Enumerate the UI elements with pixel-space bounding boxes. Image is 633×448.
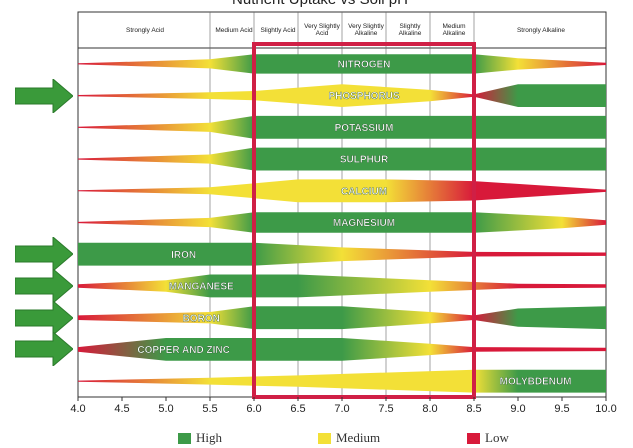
x-tick-label: 7.0 bbox=[334, 403, 350, 415]
arrow-icon bbox=[15, 78, 73, 113]
nutrient-label: BORON bbox=[183, 313, 220, 324]
ph-category-header: Strongly Acid Medium Acid Slightly Acid … bbox=[0, 0, 633, 48]
x-tick-label: 4.0 bbox=[70, 403, 86, 415]
x-tick-label: 5.0 bbox=[158, 403, 174, 415]
header-medium-acid: Medium Acid bbox=[215, 26, 253, 34]
header-slightly-acid: Slightly Acid bbox=[260, 26, 296, 34]
x-tick-label: 6.0 bbox=[246, 403, 262, 415]
nutrient-label: MAGNESIUM bbox=[333, 218, 395, 229]
legend-medium-label: Medium bbox=[336, 430, 381, 445]
x-tick-label: 9.5 bbox=[554, 403, 570, 415]
legend-low: Low bbox=[467, 430, 509, 446]
nutrient-label: PHOSPHORUS bbox=[328, 91, 399, 102]
nutrient-label: MANGANESE bbox=[169, 282, 234, 293]
nutrient-label: CALCIUM bbox=[341, 186, 387, 197]
nutrient-band bbox=[78, 306, 606, 330]
header-slightly-alkaline: Slightly Alkaline bbox=[398, 23, 422, 37]
x-tick-label: 4.5 bbox=[114, 403, 130, 415]
nutrient-label: NITROGEN bbox=[338, 59, 391, 70]
legend: High Medium Low bbox=[0, 428, 633, 448]
nutrient-label: IRON bbox=[171, 250, 196, 261]
header-medium-alkaline: Medium Alkaline bbox=[442, 23, 466, 37]
legend-high: High bbox=[178, 430, 222, 446]
legend-high-swatch bbox=[178, 432, 191, 444]
header-strongly-acid: Strongly Acid bbox=[126, 26, 164, 34]
nutrient-label: SULPHUR bbox=[340, 155, 389, 166]
nutrient-band bbox=[78, 84, 606, 107]
legend-low-label: Low bbox=[485, 430, 509, 445]
x-tick-label: 8.0 bbox=[422, 403, 438, 415]
arrow-icon bbox=[15, 268, 73, 303]
nutrient-label: POTASSIUM bbox=[335, 123, 394, 134]
x-tick-label: 10.0 bbox=[595, 403, 617, 415]
optimal-range-frame bbox=[252, 42, 476, 399]
arrow-icon bbox=[15, 237, 73, 272]
arrow-icon bbox=[15, 300, 73, 335]
x-tick-label: 7.5 bbox=[378, 403, 394, 415]
nutrient-band bbox=[78, 274, 606, 298]
x-tick-label: 9.0 bbox=[510, 403, 526, 415]
legend-low-swatch bbox=[467, 432, 480, 444]
x-tick-label: 6.5 bbox=[290, 403, 306, 415]
nutrient-label: MOLYBDENUM bbox=[500, 377, 572, 388]
legend-medium-swatch bbox=[318, 432, 331, 444]
nutrient-band bbox=[78, 338, 606, 361]
nutrient-label: COPPER AND ZINC bbox=[137, 345, 229, 356]
header-strongly-alkaline: Strongly Alkaline bbox=[516, 26, 566, 34]
nutrient-labels: NITROGEN PHOSPHORUS POTASSIUM SULPHUR CALCIU… bbox=[137, 59, 572, 388]
nutrient-band bbox=[78, 242, 606, 266]
arrow-icon bbox=[15, 332, 73, 367]
legend-medium: Medium bbox=[318, 430, 380, 446]
x-tick-label: 5.5 bbox=[202, 403, 218, 415]
x-axis-ticks bbox=[77, 397, 607, 401]
header-very-slightly-alkaline: Very Slightly Alkaline bbox=[348, 23, 384, 37]
x-tick-label: 8.5 bbox=[466, 403, 482, 415]
diagram-title: Nutrient Uptake vs Soil pH bbox=[20, 0, 620, 8]
legend-high-label: High bbox=[196, 430, 222, 445]
header-very-slightly-acid: Very Slightly Acid bbox=[304, 23, 340, 37]
